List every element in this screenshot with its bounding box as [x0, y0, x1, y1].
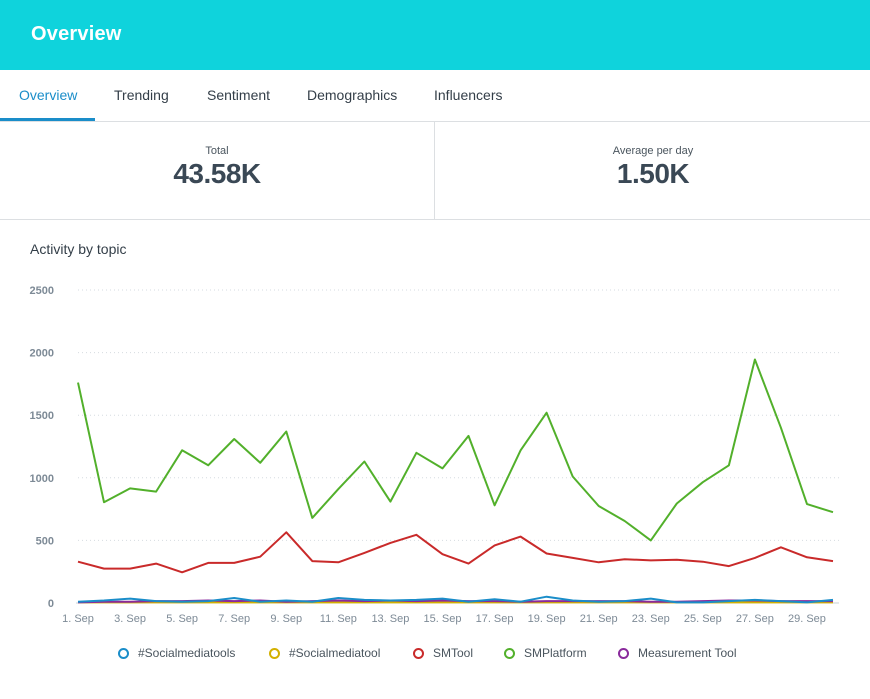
- tab-trending[interactable]: Trending: [114, 87, 169, 103]
- y-tick-label-0: 0: [48, 598, 54, 610]
- tab-demographics[interactable]: Demographics: [307, 87, 398, 103]
- series-line-socialmediatools: [77, 595, 834, 604]
- tab-sentiment[interactable]: Sentiment: [207, 87, 271, 103]
- x-tick-label-5-sep: 5. Sep: [166, 613, 198, 625]
- x-tick-label-19-sep: 19. Sep: [528, 613, 566, 625]
- x-tick-label-3-sep: 3. Sep: [114, 613, 146, 625]
- x-tick-label-17-sep: 17. Sep: [476, 613, 514, 625]
- x-tick-label-9-sep: 9. Sep: [270, 613, 302, 625]
- x-tick-label-7-sep: 7. Sep: [218, 613, 250, 625]
- stat-average-value: 1.50K: [616, 158, 690, 189]
- legend-marker-smtool: [413, 647, 424, 659]
- legend-label-smtool: SMTool: [433, 646, 474, 660]
- stat-total: Total 43.58K: [0, 122, 435, 219]
- x-tick-label-21-sep: 21. Sep: [580, 613, 618, 625]
- legend-marker-smplatform: [504, 647, 515, 659]
- x-tick-label-15-sep: 15. Sep: [424, 613, 462, 625]
- x-tick-label-27-sep: 27. Sep: [736, 613, 774, 625]
- tab-bar: Overview Trending Sentiment Demographics…: [0, 70, 870, 122]
- legend-label-socialmediatool: #Socialmediatool: [289, 646, 381, 660]
- y-tick-label-1000: 1000: [30, 473, 54, 485]
- legend-item-measurement-tool[interactable]: Measurement Tool: [618, 644, 737, 662]
- x-tick-label-23-sep: 23. Sep: [632, 613, 670, 625]
- y-tick-label-2500: 2500: [30, 285, 54, 297]
- legend-marker-socialmediatools: [118, 647, 129, 659]
- legend-item-socialmediatools[interactable]: #Socialmediatools: [118, 644, 235, 662]
- legend-item-smtool[interactable]: SMTool: [413, 644, 473, 662]
- chart-title: Activity by topic: [30, 241, 127, 257]
- stats-panel: Total 43.58K Average per day 1.50K: [0, 122, 870, 220]
- stat-average: Average per day 1.50K: [436, 122, 870, 219]
- legend-label-smplatform: SMPlatform: [524, 646, 587, 660]
- stat-total-label: Total: [205, 145, 229, 157]
- tab-overview[interactable]: Overview: [19, 87, 78, 103]
- legend-marker-measurement-tool: [618, 647, 629, 659]
- x-tick-label-11-sep: 11. Sep: [320, 613, 357, 625]
- legend-label-socialmediatools: #Socialmediatools: [138, 646, 236, 660]
- chart-legend: #Socialmediatools #Socialmediatool SMToo…: [0, 644, 870, 662]
- legend-item-socialmediatool[interactable]: #Socialmediatool: [269, 644, 380, 662]
- active-tab-indicator: [0, 118, 95, 121]
- x-tick-label-13-sep: 13. Sep: [371, 613, 409, 625]
- x-tick-label-1-sep: 1. Sep: [62, 613, 94, 625]
- activity-chart: 0 500 1000 1500 2000 2500 1. Sep 3. Sep 5. Sep 7.…: [30, 285, 839, 625]
- x-tick-label-25-sep: 25. Sep: [684, 613, 722, 625]
- legend-item-smplatform[interactable]: SMPlatform: [504, 644, 587, 662]
- series-line-smtool: [77, 531, 834, 574]
- stat-average-label: Average per day: [612, 145, 694, 157]
- header-bar: Overview: [0, 0, 870, 70]
- page-title: Overview: [31, 23, 122, 45]
- legend-label-measurement-tool: Measurement Tool: [638, 646, 737, 660]
- series-line-smplatform: [77, 358, 834, 542]
- legend-marker-socialmediatool: [269, 647, 280, 659]
- y-tick-label-2000: 2000: [30, 348, 54, 360]
- y-tick-label-1500: 1500: [30, 410, 54, 422]
- stat-total-value: 43.58K: [173, 158, 261, 189]
- tab-influencers[interactable]: Influencers: [434, 87, 503, 103]
- x-tick-label-29-sep: 29. Sep: [788, 613, 826, 625]
- y-tick-label-500: 500: [36, 535, 54, 547]
